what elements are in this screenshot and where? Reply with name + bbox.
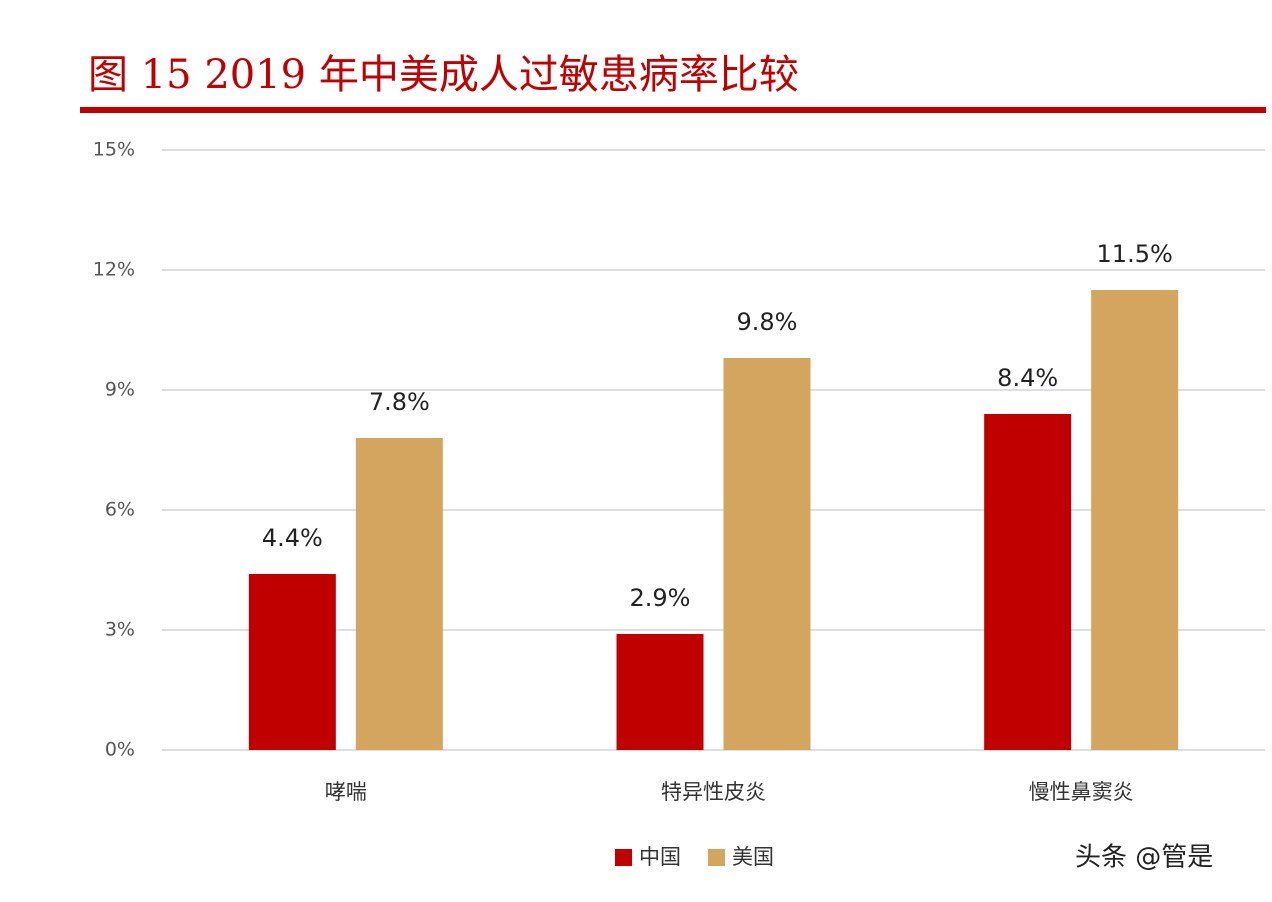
y-tick-label: 6%	[105, 499, 135, 521]
bar	[984, 414, 1072, 750]
x-tick-label: 哮喘	[325, 780, 367, 804]
bar	[723, 358, 811, 750]
x-tick-label: 特异性皮炎	[661, 780, 766, 804]
y-tick-label: 12%	[93, 259, 135, 281]
y-tick-label: 15%	[93, 139, 135, 161]
value-label: 11.5%	[1097, 240, 1173, 268]
legend-label: 美国	[732, 845, 774, 869]
y-tick-label: 3%	[105, 619, 135, 641]
value-label: 2.9%	[630, 584, 691, 612]
value-label: 8.4%	[997, 364, 1058, 392]
chart-title: 图 15 2019 年中美成人过敏患病率比较	[88, 52, 799, 98]
x-tick-label: 慢性鼻窦炎	[1029, 780, 1134, 804]
bar	[355, 438, 443, 750]
bar	[1091, 290, 1179, 750]
y-tick-label: 9%	[105, 379, 135, 401]
legend-swatch	[615, 849, 632, 866]
bar	[248, 574, 336, 750]
title-rule	[80, 107, 1266, 113]
bar	[616, 634, 704, 750]
value-label: 7.8%	[369, 388, 430, 416]
legend-swatch	[708, 849, 725, 866]
y-tick-label: 0%	[105, 739, 135, 761]
watermark: 头条 @管是	[1075, 843, 1213, 873]
value-label: 9.8%	[737, 308, 798, 336]
value-label: 4.4%	[262, 524, 323, 552]
legend-label: 中国	[639, 845, 681, 869]
